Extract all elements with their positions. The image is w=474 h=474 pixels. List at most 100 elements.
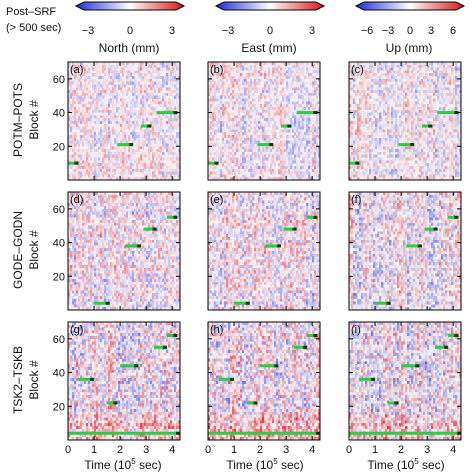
panel-frame	[207, 61, 321, 181]
marker-segment-end	[443, 345, 448, 349]
marker-segment	[234, 301, 250, 305]
marker-segment-end	[173, 333, 178, 337]
marker-segment	[293, 345, 307, 349]
marker-segment	[166, 333, 178, 337]
marker-segment-end	[454, 111, 459, 115]
marker-segment-end	[173, 215, 178, 219]
marker-segment	[260, 364, 279, 368]
marker-segment	[257, 143, 274, 147]
marker-segment	[208, 161, 219, 165]
marker-segment-end	[214, 161, 219, 165]
marker-segment	[68, 161, 79, 165]
marker-segment	[156, 111, 178, 115]
x-tick-label: 1	[372, 444, 378, 456]
marker-segment	[424, 227, 438, 231]
panel-letter: (i)	[351, 324, 361, 336]
x-tick-label: 2	[398, 444, 404, 456]
marker-segment	[421, 124, 433, 128]
marker-segment-end	[302, 345, 307, 349]
marker-segment	[94, 301, 110, 305]
panel-letter: (g)	[70, 324, 83, 336]
marker-segment	[68, 431, 180, 435]
x-tick-label: 4	[309, 444, 315, 456]
colorbar-up-tick: −6	[361, 25, 374, 37]
marker-segment-end	[230, 377, 235, 381]
panel-d: (d) 20 40 60	[53, 191, 181, 311]
marker-segment-end	[253, 401, 258, 405]
marker-segment-end	[313, 333, 318, 337]
marker-segment-end	[454, 215, 459, 219]
x-tick-label: 3	[424, 444, 430, 456]
colorbar-up-tick: 6	[450, 25, 456, 37]
panel-h: (h) 0 1 2 3 4	[205, 321, 321, 456]
marker-segment-end	[386, 301, 391, 305]
row-ylabel-block: Block #	[27, 360, 41, 400]
x-tick-label: 0	[205, 444, 211, 456]
colorbar-up-label: Up (mm)	[386, 41, 433, 55]
x-axis-title: Time (105 sec)	[84, 457, 161, 472]
y-tick-label: 40	[53, 368, 65, 380]
y-tick-label: 20	[53, 141, 65, 153]
colorbar-east: −3 0 3 East (mm)	[214, 1, 326, 55]
marker-segment	[125, 244, 141, 248]
x-tick-label: 1	[231, 444, 237, 456]
colorbar-up-tick: −3	[382, 25, 395, 37]
row-ylabel-block: Block #	[27, 100, 41, 140]
marker-segment-end	[316, 431, 320, 435]
marker-segment-end	[129, 143, 134, 147]
marker-segment-end	[105, 301, 110, 305]
marker-segment-end	[371, 377, 376, 381]
row-label-gode-godn: GODE–GODN	[11, 211, 25, 289]
y-tick-label: 40	[53, 238, 65, 250]
panel-frame	[348, 61, 462, 181]
y-tick-label: 60	[53, 334, 65, 346]
marker-segment	[280, 124, 292, 128]
marker-segment-end	[433, 227, 438, 231]
colorbar-north-bar	[74, 1, 186, 11]
marker-segment	[247, 401, 258, 405]
marker-segment	[349, 431, 461, 435]
header-line-2: (> 500 sec)	[6, 22, 61, 34]
heatmap-noise	[68, 322, 181, 441]
y-tick-label: 20	[53, 271, 65, 283]
marker-segment	[388, 401, 399, 405]
colorbar-east-bar	[214, 1, 326, 11]
heatmap-noise	[208, 62, 321, 181]
marker-segment	[78, 377, 95, 381]
marker-segment	[218, 377, 235, 381]
marker-segment	[401, 364, 420, 368]
marker-segment	[359, 377, 376, 381]
panel-b: (b)	[207, 61, 321, 181]
heatmap-noise	[208, 192, 321, 311]
marker-segment	[375, 301, 391, 305]
x-tick-label: 2	[257, 444, 263, 456]
marker-segment-end	[176, 431, 180, 435]
marker-segment	[107, 401, 118, 405]
marker-segment-end	[287, 124, 292, 128]
panel-frame	[348, 191, 462, 311]
row-ylabel-block: Block #	[27, 230, 41, 270]
marker-segment-end	[274, 364, 279, 368]
panel-i: (i) 0 1 2 3 4	[346, 321, 462, 456]
y-tick-label: 60	[53, 74, 65, 86]
marker-segment-end	[415, 364, 420, 368]
marker-segment	[349, 161, 360, 165]
panel-e: (e)	[207, 191, 321, 311]
marker-segment	[153, 345, 167, 349]
marker-segment	[398, 143, 415, 147]
panel-f: (f)	[348, 191, 462, 311]
marker-segment-end	[355, 161, 360, 165]
colorbar-east-label: East (mm)	[241, 41, 296, 55]
panel-letter: (c)	[351, 64, 364, 76]
marker-segment	[437, 111, 459, 115]
x-tick-label: 3	[143, 444, 149, 456]
marker-segment-end	[394, 401, 399, 405]
heatmap-noise	[349, 192, 462, 311]
marker-segment-end	[162, 345, 167, 349]
panel-letter: (b)	[210, 64, 223, 76]
x-tick-label: 1	[91, 444, 97, 456]
x-axis-title: Time (105 sec)	[367, 457, 444, 472]
y-tick-label: 40	[53, 108, 65, 120]
